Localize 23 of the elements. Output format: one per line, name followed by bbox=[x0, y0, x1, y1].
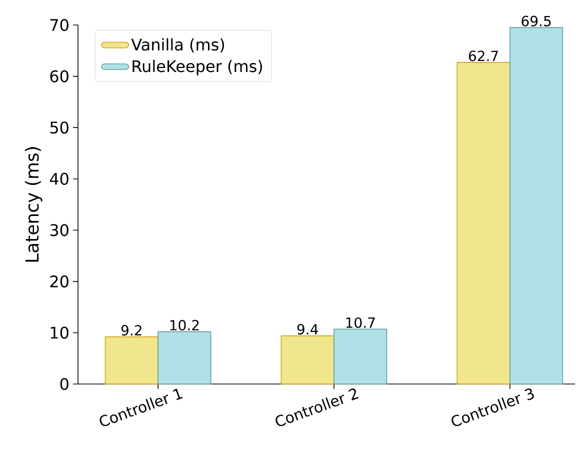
y-tick-label: 60 bbox=[50, 70, 68, 82]
data-label: 9.2 bbox=[121, 325, 142, 336]
y-tick-label: 0 bbox=[60, 378, 68, 390]
y-tick-label: 20 bbox=[50, 275, 68, 288]
bar bbox=[280, 335, 334, 384]
y-tick-label: 10 bbox=[50, 326, 68, 339]
y-tick-label: 50 bbox=[50, 122, 68, 134]
bar bbox=[510, 27, 564, 384]
data-label: 10.7 bbox=[346, 317, 375, 328]
data-label: 62.7 bbox=[468, 50, 498, 62]
y-tick-label: 40 bbox=[50, 172, 68, 185]
y-tick-label: 30 bbox=[50, 224, 68, 236]
y-tick-label: 70 bbox=[50, 18, 68, 32]
bar bbox=[334, 328, 388, 384]
data-label: 69.5 bbox=[522, 16, 551, 26]
data-label: 10.2 bbox=[170, 320, 199, 330]
bar bbox=[158, 331, 212, 384]
legend-label: Vanilla (ms) bbox=[131, 38, 224, 52]
y-axis-title: Latency (ms) bbox=[24, 147, 42, 262]
bar bbox=[456, 62, 510, 384]
legend-label: RuleKeeper (ms) bbox=[132, 60, 262, 76]
bar bbox=[104, 336, 158, 384]
data-label: 9.4 bbox=[297, 324, 318, 335]
